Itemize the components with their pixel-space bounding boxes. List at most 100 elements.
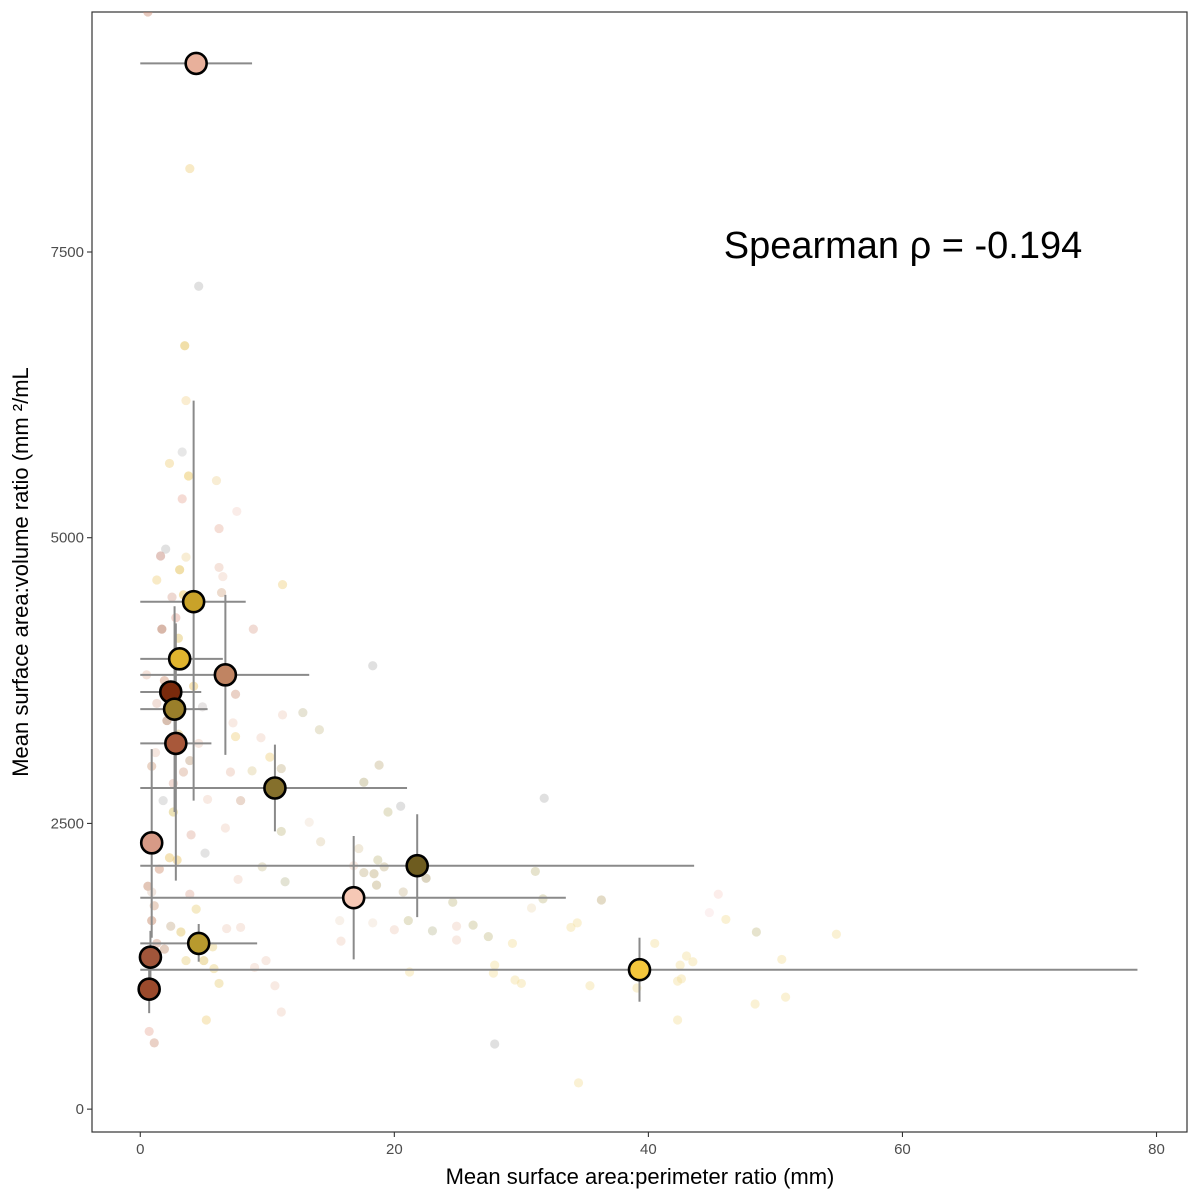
- data-point: [777, 954, 787, 965]
- data-point: [191, 904, 201, 914]
- data-point: [256, 733, 266, 743]
- data-point: [539, 793, 549, 803]
- data-point: [451, 921, 462, 931]
- y-tick-label: 5000: [51, 530, 84, 547]
- data-point: [713, 889, 723, 899]
- data-point: [270, 981, 280, 991]
- data-point: [177, 447, 187, 457]
- data-point: [185, 163, 195, 174]
- data-point: [650, 938, 660, 949]
- group-mean-point: [162, 697, 187, 721]
- data-point: [181, 395, 191, 406]
- data-point: [427, 926, 438, 936]
- data-point: [596, 895, 606, 905]
- y-tick-label: 0: [76, 1101, 84, 1118]
- data-point: [225, 767, 236, 777]
- group-mean-point: [627, 957, 652, 982]
- group-mean-point: [164, 731, 188, 756]
- y-axis: 0 2500 5000 7500: [51, 244, 92, 1118]
- data-point: [199, 955, 209, 966]
- data-point: [248, 624, 258, 634]
- data-point: [403, 915, 413, 926]
- data-point: [230, 731, 241, 742]
- data-point: [176, 927, 186, 937]
- data-point: [676, 974, 687, 984]
- data-point: [161, 544, 171, 554]
- data-point: [468, 920, 478, 930]
- spearman-annotation: Spearman ρ = -0.194: [724, 225, 1083, 267]
- data-point: [183, 471, 194, 481]
- data-point: [177, 494, 187, 504]
- group-mean-point: [139, 831, 164, 855]
- x-axis-title: Mean surface area:perimeter ratio (mm): [446, 1164, 835, 1189]
- group-mean-point: [167, 647, 192, 671]
- data-point: [681, 951, 692, 961]
- data-point: [171, 613, 181, 623]
- data-point: [314, 725, 324, 735]
- data-point: [201, 1015, 211, 1025]
- data-point: [451, 935, 462, 945]
- data-point: [150, 747, 161, 758]
- data-point: [507, 938, 518, 949]
- data-point: [157, 624, 167, 634]
- data-point: [211, 475, 222, 486]
- data-point: [483, 931, 493, 942]
- data-point: [185, 755, 195, 766]
- data-point: [354, 843, 364, 854]
- data-point: [316, 837, 326, 847]
- data-point: [526, 903, 537, 913]
- data-point: [143, 12, 153, 17]
- group-mean-point: [138, 945, 163, 969]
- data-point: [368, 918, 378, 928]
- data-point: [673, 976, 683, 986]
- data-point: [216, 587, 227, 598]
- data-point: [704, 907, 714, 918]
- data-point: [200, 848, 210, 858]
- x-axis: 0 20 40 60 80: [136, 1132, 1165, 1158]
- data-point: [164, 458, 175, 469]
- data-point: [214, 523, 224, 534]
- data-point: [374, 760, 384, 770]
- data-point: [379, 862, 389, 872]
- data-point: [383, 807, 393, 817]
- y-axis-title: Mean surface area:volume ratio (mm ²/mL: [8, 367, 33, 777]
- data-point: [166, 921, 176, 931]
- data-point: [265, 752, 275, 762]
- data-point: [277, 579, 288, 590]
- group-mean-point: [405, 853, 429, 878]
- data-point: [180, 341, 190, 351]
- x-tick-label: 0: [136, 1141, 144, 1158]
- data-point: [573, 1078, 584, 1088]
- data-point: [233, 874, 243, 885]
- y-tick-label: 2500: [51, 815, 84, 832]
- data-point: [186, 830, 196, 840]
- data-point: [152, 575, 162, 585]
- group-mean-point: [341, 885, 366, 910]
- data-point: [261, 955, 271, 966]
- data-point: [675, 960, 685, 970]
- data-point: [232, 506, 242, 517]
- data-point: [228, 718, 238, 728]
- data-point: [194, 281, 204, 291]
- y-tick-label: 7500: [51, 244, 84, 261]
- data-point: [277, 710, 288, 720]
- data-point: [751, 927, 761, 937]
- data-point: [750, 999, 760, 1009]
- data-point: [398, 887, 408, 897]
- data-point: [164, 853, 175, 863]
- data-point: [488, 968, 499, 978]
- data-point: [276, 826, 286, 837]
- data-point: [236, 922, 246, 933]
- group-mean-point: [213, 663, 238, 687]
- data-point: [214, 978, 224, 989]
- data-point: [209, 963, 219, 974]
- data-point: [359, 867, 369, 878]
- data-point: [335, 915, 345, 926]
- group-mean-point: [137, 977, 161, 1001]
- data-point: [396, 801, 406, 811]
- x-tick-label: 40: [640, 1141, 657, 1158]
- data-point: [421, 873, 431, 883]
- data-point: [359, 777, 369, 787]
- group-mean-point: [181, 589, 206, 614]
- data-point: [538, 894, 548, 904]
